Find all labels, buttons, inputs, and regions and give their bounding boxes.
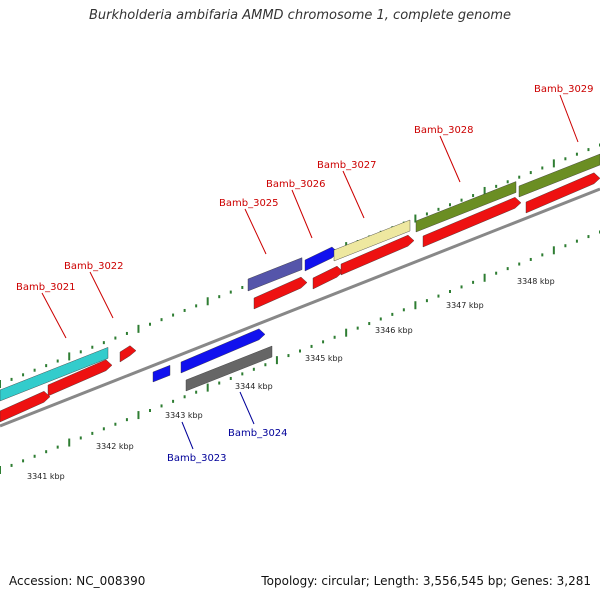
label-leader-line <box>239 391 255 425</box>
label-leader-line <box>244 208 267 255</box>
cds-red-forward-2 <box>0 391 51 423</box>
gene-features <box>0 153 600 423</box>
scale-labels: 3341 kbp 3342 kbp 3343 kbp 3344 kbp 3345 kbp… <box>27 277 555 481</box>
scale-label: 3347 kbp <box>446 301 484 310</box>
gene-block-gray-reverse <box>185 345 273 392</box>
gene-label-bamb_3029: Bamb_3029 <box>534 84 594 95</box>
cds-blue-reverse <box>180 328 266 374</box>
gene-labels: Bamb_3021 Bamb_3022 Bamb_3023 Bamb_3024 Bamb… <box>16 84 594 464</box>
cds-red-forward-5 <box>340 234 415 276</box>
genome-summary-text: Topology: circular; Length: 3,556,545 bp… <box>261 574 591 588</box>
accession-text: Accession: NC_008390 <box>9 574 146 588</box>
cds-red-forward-6 <box>422 197 522 248</box>
cds-red-forward-7 <box>525 172 600 214</box>
gene-label-bamb_3026: Bamb_3026 <box>266 179 326 190</box>
label-leaders <box>41 94 579 450</box>
gene-label-bamb_3028: Bamb_3028 <box>414 125 474 136</box>
gene-block-olive-forward-2 <box>518 153 600 198</box>
backbone-line <box>0 187 600 428</box>
label-leader-line <box>342 170 365 219</box>
cds-blue-forward <box>304 246 339 272</box>
gene-block-olive-forward <box>415 181 517 233</box>
label-leader-line <box>41 292 67 339</box>
label-leader-line <box>89 271 114 319</box>
scale-label: 3344 kbp <box>235 382 273 391</box>
gene-label-bamb_3023: Bamb_3023 <box>167 453 227 464</box>
scale-label: 3342 kbp <box>96 442 134 451</box>
cds-blue-small-reverse <box>152 364 171 383</box>
scale-label: 3345 kbp <box>305 354 343 363</box>
label-leader-line <box>559 94 579 143</box>
gene-block-yellow-forward <box>333 219 411 262</box>
gene-block-navy-forward <box>247 257 303 292</box>
cds-red-forward-4 <box>312 265 344 290</box>
gene-block-cyan-forward <box>0 347 109 402</box>
gene-label-bamb_3024: Bamb_3024 <box>228 428 288 439</box>
gene-label-bamb_3027: Bamb_3027 <box>317 160 377 171</box>
scale-label: 3346 kbp <box>375 326 413 335</box>
label-leader-line <box>291 189 313 239</box>
cds-red-forward-1 <box>47 359 113 397</box>
gene-label-bamb_3025: Bamb_3025 <box>219 198 279 209</box>
map-title: Burkholderia ambifaria AMMD chromosome 1… <box>88 8 512 23</box>
cds-red-small-forward <box>119 345 137 363</box>
scale-label: 3348 kbp <box>517 277 555 286</box>
scale-label: 3343 kbp <box>165 411 203 420</box>
gene-label-bamb_3022: Bamb_3022 <box>64 261 124 272</box>
cds-red-forward-3 <box>253 276 308 310</box>
gene-label-bamb_3021: Bamb_3021 <box>16 282 76 293</box>
scale-label: 3341 kbp <box>27 472 65 481</box>
label-leader-line <box>181 421 194 450</box>
label-leader-line <box>439 135 461 183</box>
chromosome-backbone <box>0 187 600 428</box>
